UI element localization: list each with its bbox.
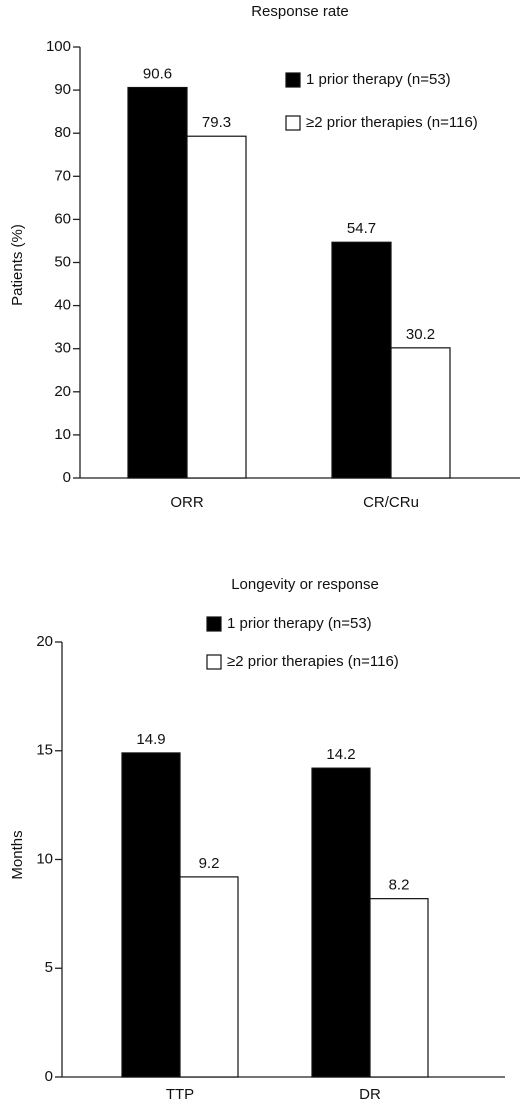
legend-swatch [285, 115, 301, 131]
y-tick-label: 10 [54, 426, 71, 443]
y-tick-label: 90 [54, 81, 71, 98]
y-tick-label: 70 [54, 167, 71, 184]
y-tick-label: 10 [36, 850, 53, 867]
chart-title: Response rate [251, 3, 349, 20]
legend-swatch [206, 654, 222, 670]
legend-label: 1 prior therapy (n=53) [227, 615, 372, 632]
bar [127, 86, 188, 479]
y-tick-label: 5 [45, 959, 53, 976]
value-label: 14.9 [136, 731, 165, 748]
legend-label: 1 prior therapy (n=53) [306, 71, 451, 88]
y-tick-label: 20 [36, 633, 53, 650]
bar [311, 767, 371, 1078]
bar [179, 876, 239, 1078]
y-tick-label: 15 [36, 742, 53, 759]
legend-label: ≥2 prior therapies (n=116) [227, 653, 399, 670]
legend-label: ≥2 prior therapies (n=116) [306, 114, 478, 131]
value-label: 30.2 [406, 326, 435, 343]
value-label: 54.7 [347, 220, 376, 237]
y-tick-label: 50 [54, 253, 71, 270]
bar [186, 135, 247, 479]
bar [369, 898, 429, 1078]
legend-swatch [206, 616, 222, 632]
legend-swatch [285, 72, 301, 88]
value-label: 9.2 [199, 855, 220, 872]
y-tick-label: 100 [46, 38, 71, 55]
y-tick-label: 40 [54, 297, 71, 314]
y-tick-label: 20 [54, 383, 71, 400]
value-label: 90.6 [143, 65, 172, 82]
value-label: 8.2 [389, 877, 410, 894]
y-tick-label: 0 [63, 469, 71, 486]
chart-title: Longevity or response [231, 576, 379, 593]
x-tick-label: ORR [170, 494, 204, 511]
y-axis-label: Months [9, 830, 26, 879]
x-tick-label: CR/CRu [363, 494, 419, 511]
value-label: 14.2 [326, 746, 355, 763]
y-tick-label: 30 [54, 340, 71, 357]
value-label: 79.3 [202, 114, 231, 131]
y-tick-label: 80 [54, 124, 71, 141]
bar [121, 752, 181, 1078]
x-tick-label: DR [359, 1086, 381, 1103]
bar [390, 347, 451, 479]
y-tick-label: 60 [54, 210, 71, 227]
y-axis-label: Patients (%) [9, 224, 26, 306]
x-tick-label: TTP [166, 1086, 194, 1103]
y-tick-label: 0 [45, 1068, 53, 1085]
bar [331, 241, 392, 479]
